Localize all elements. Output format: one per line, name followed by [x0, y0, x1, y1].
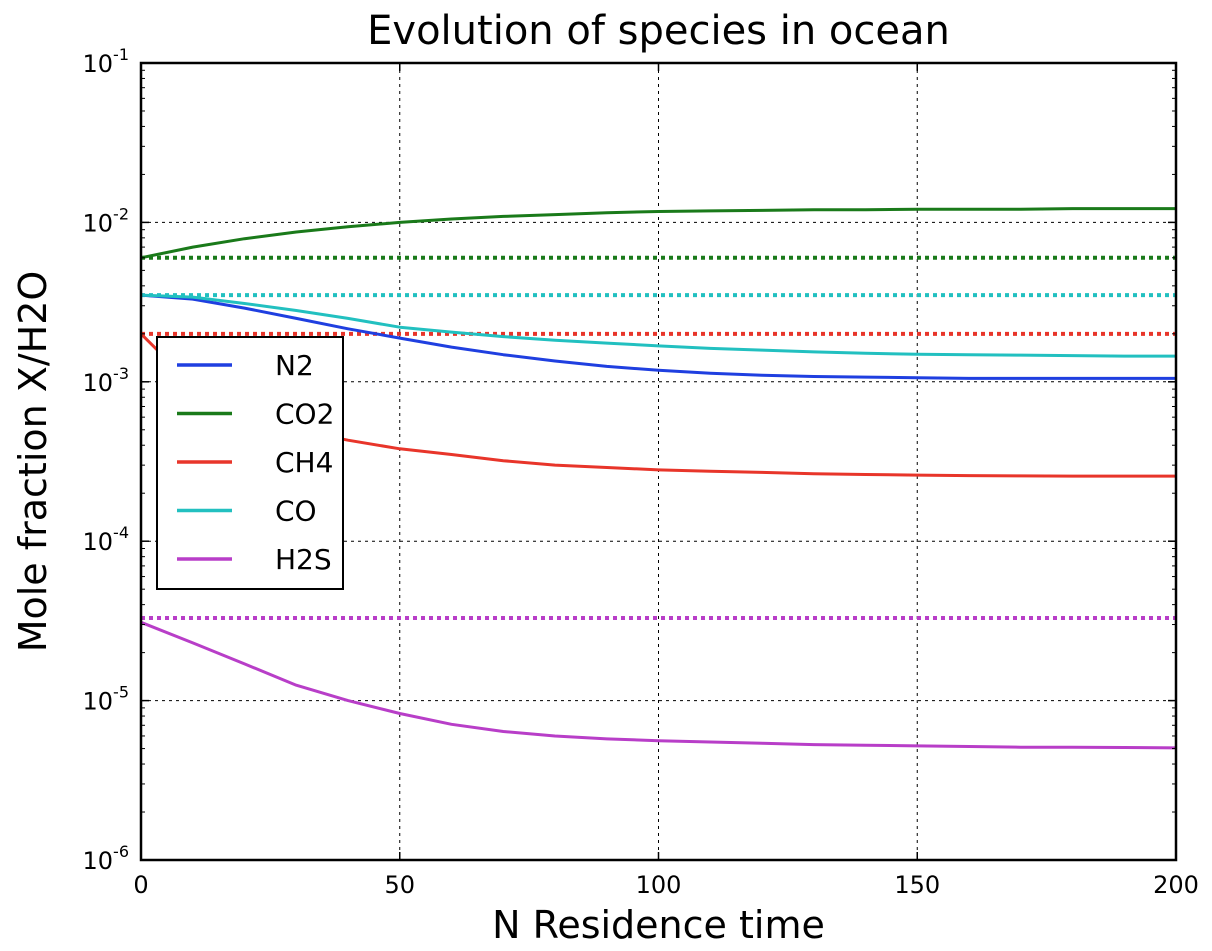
series-lines: [139, 207, 1177, 750]
x-tick-label: 100: [636, 871, 682, 899]
grid: [141, 63, 1176, 860]
y-tick-label: 10-2: [83, 204, 130, 237]
x-tick-label: 150: [894, 871, 940, 899]
series-line-n2: [140, 293, 1176, 380]
y-tick-label: 10-5: [83, 683, 130, 716]
legend-label-co: CO: [275, 495, 317, 528]
series-line-co2: [140, 207, 1176, 260]
legend-label-n2: N2: [275, 349, 314, 382]
y-axis-label: Mole fraction X/H2O: [11, 271, 55, 653]
y-tick-label: 10-1: [83, 45, 130, 78]
series-line-co: [140, 293, 1176, 358]
x-tick-label: 50: [384, 871, 415, 899]
legend-label-h2s: H2S: [275, 543, 332, 576]
legend-label-co2: CO2: [275, 398, 334, 431]
axis-ticks: 0 50 100 150 200 10-6 10-5 10-4 10-3 10-2 10-1: [83, 45, 1199, 899]
x-axis-label: N Residence time: [492, 903, 825, 946]
chart-title: Evolution of species in ocean: [367, 8, 950, 54]
x-tick-label: 200: [1153, 871, 1199, 899]
y-tick-label: 10-3: [83, 364, 130, 397]
x-tick-label: 0: [133, 871, 148, 899]
y-tick-label: 10-6: [83, 842, 130, 875]
legend-label-ch4: CH4: [275, 446, 333, 479]
legend: N2 CO2 CH4 CO H2S: [156, 336, 344, 590]
series-line-h2s: [140, 620, 1177, 750]
y-tick-label: 10-4: [83, 523, 130, 556]
